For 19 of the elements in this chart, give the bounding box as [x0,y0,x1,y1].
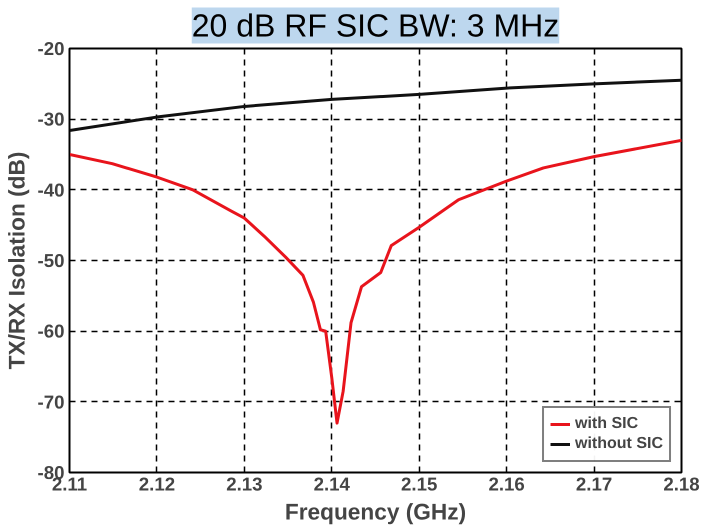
y-tick-label: -50 [38,250,65,271]
y-tick-label: -40 [38,179,65,200]
x-tick-label: 2.18 [663,474,700,494]
x-tick-label: 2.15 [401,474,438,494]
x-tick-label: 2.17 [576,474,612,494]
y-axis-title: TX/RX Isolation (dB) [4,152,30,370]
y-tick-label: -60 [38,320,65,342]
x-tick-label: 2.16 [488,474,525,494]
y-tick-label: -20 [38,38,65,59]
legend-label: with SIC [575,415,638,433]
chart-title: 20 dB RF SIC BW: 3 MHz [192,8,560,44]
x-axis-title: Frequency (GHz) [284,498,466,524]
y-tick-label: -30 [38,108,65,130]
legend-label: without SIC [575,435,663,453]
y-tick-label: -70 [38,391,65,412]
x-tick-label: 2.12 [138,474,176,494]
line-series [70,78,682,132]
x-tick-label: 2.14 [314,474,351,494]
x-tick-label: 2.13 [226,474,263,494]
